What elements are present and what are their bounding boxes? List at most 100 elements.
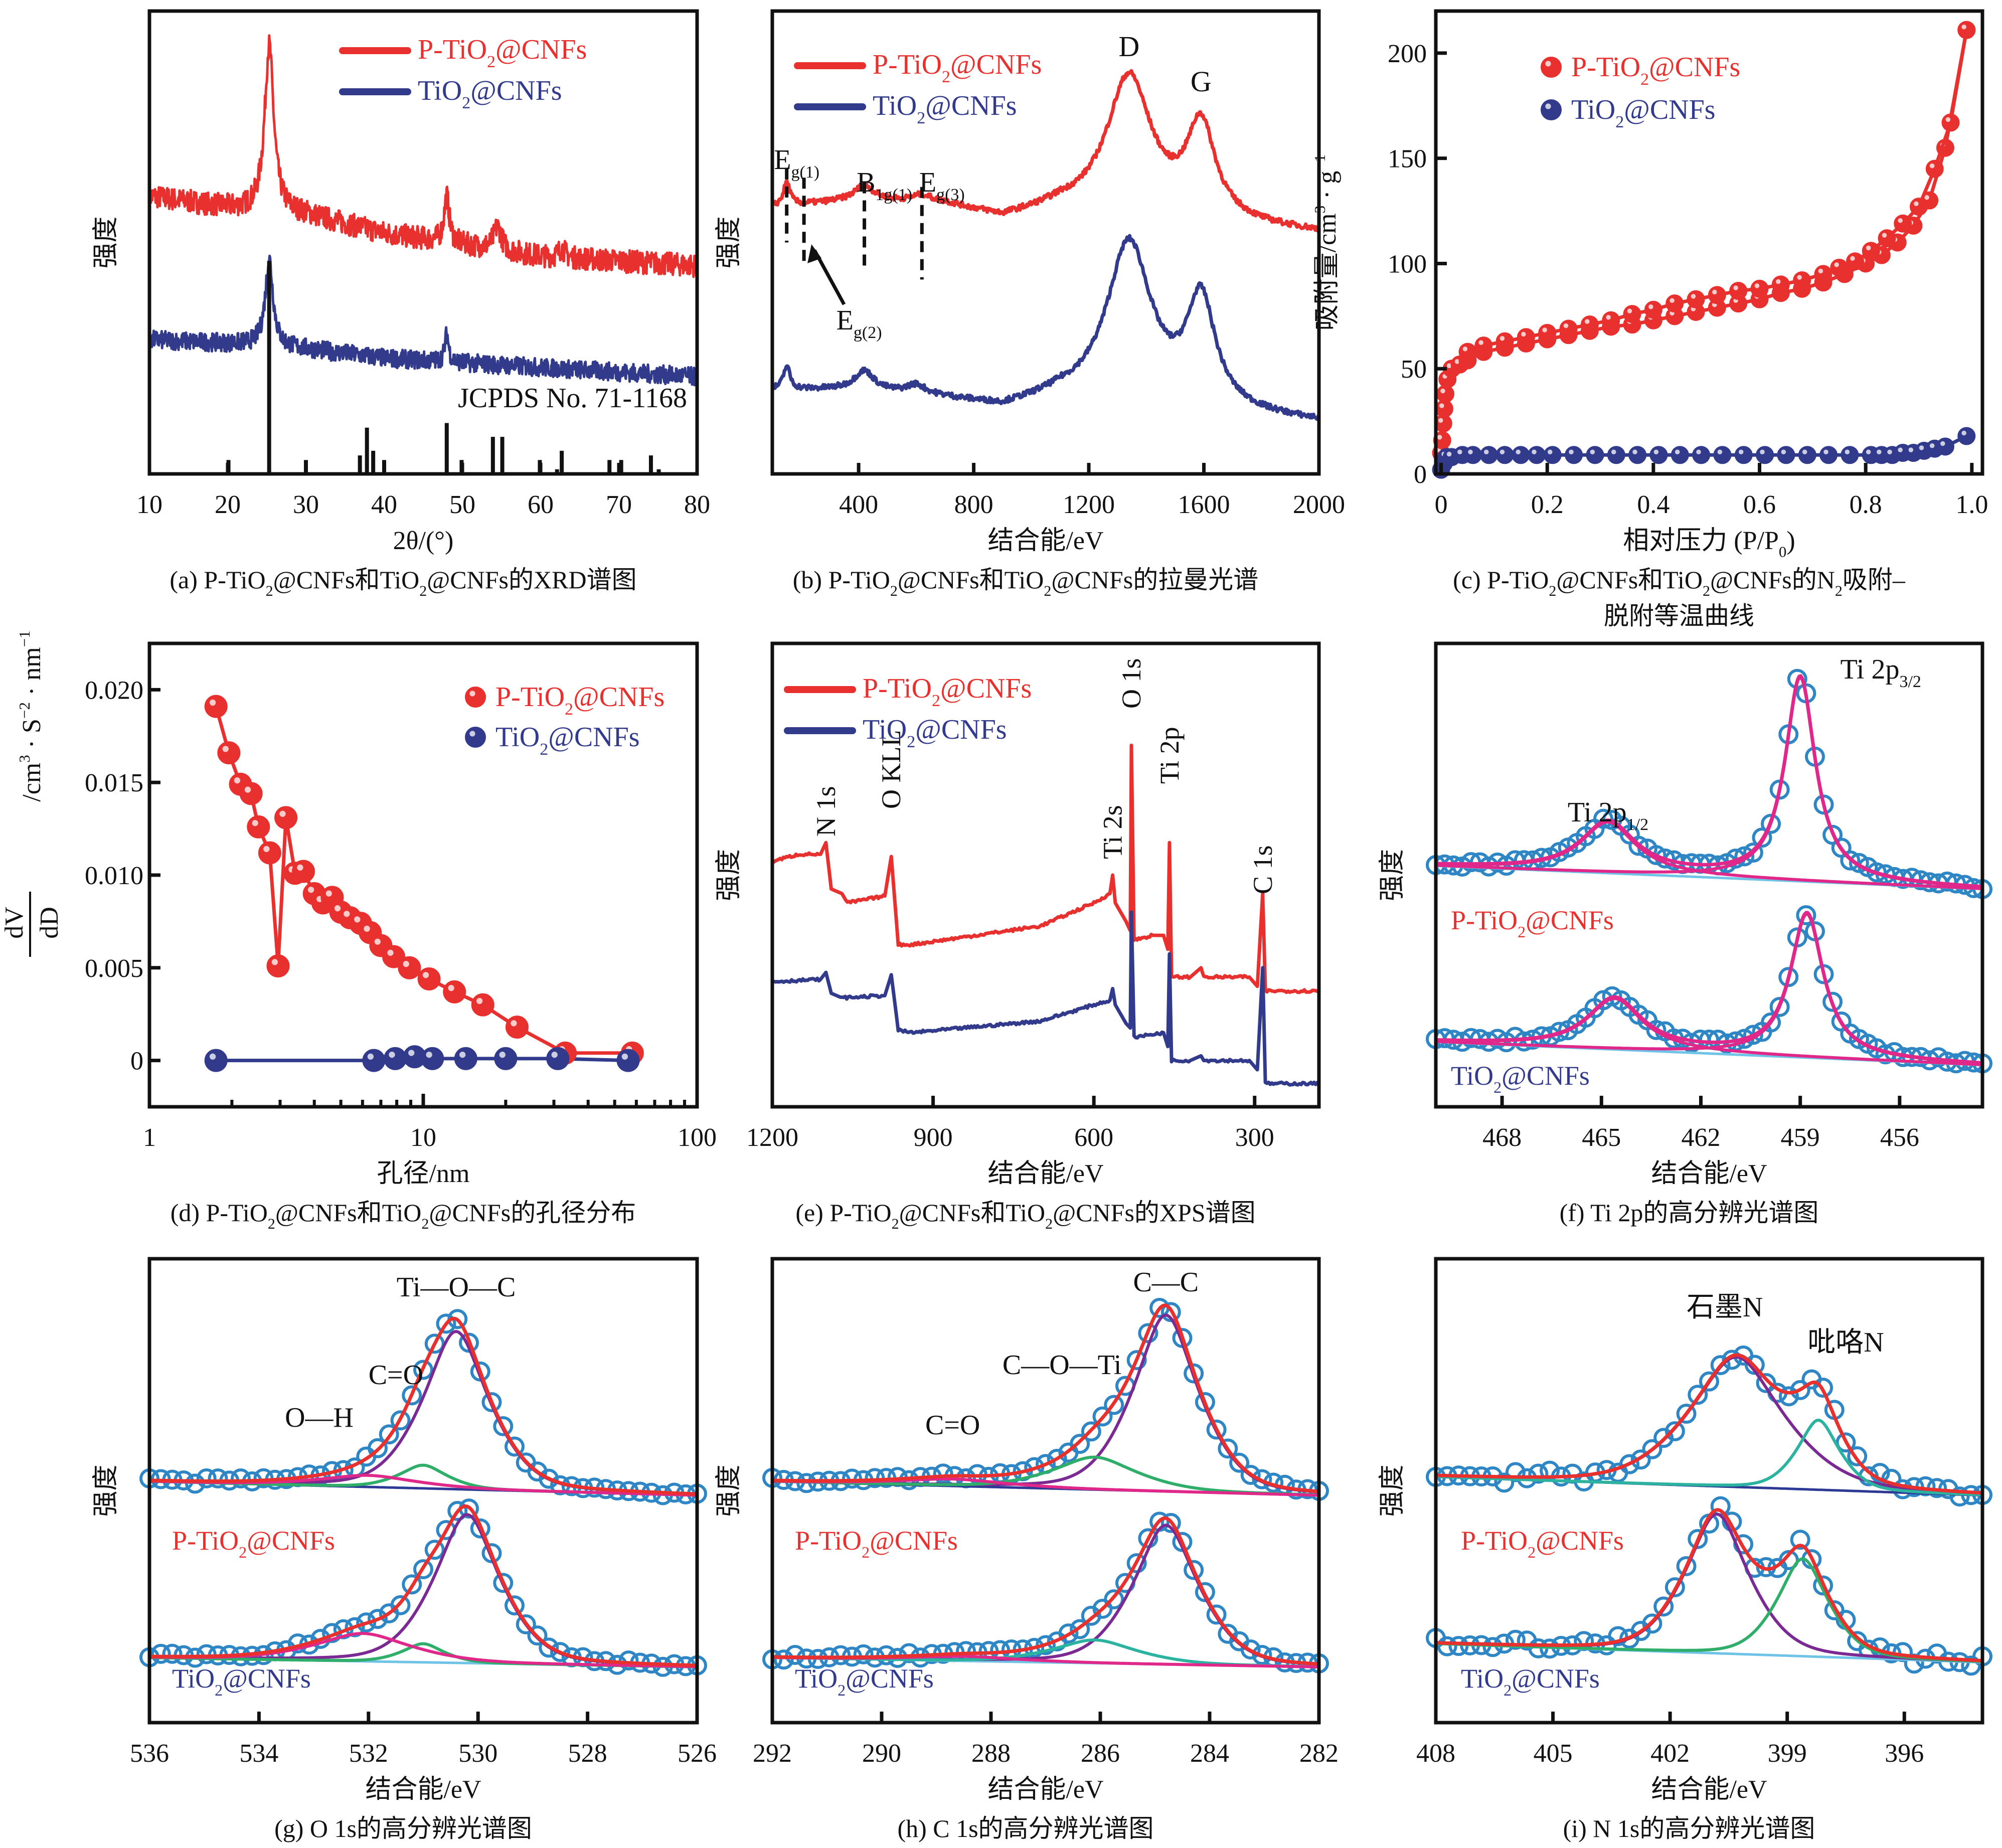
text-span: 0.020 bbox=[85, 676, 143, 705]
text-span: Ti 2s bbox=[1098, 805, 1128, 859]
text-span: 0.015 bbox=[85, 769, 143, 797]
text-span: @CNFs和 bbox=[898, 566, 1005, 594]
text-span: · bbox=[1313, 184, 1342, 206]
x-axis-label: 孔径/nm bbox=[377, 1159, 470, 1188]
text-span: E bbox=[837, 305, 854, 336]
x-tick-label: 30 bbox=[293, 490, 319, 519]
x-tick-label: 290 bbox=[862, 1739, 901, 1768]
data-point-highlight bbox=[374, 938, 381, 945]
x-tick-label: 396 bbox=[1885, 1739, 1924, 1768]
data-point-red bbox=[1814, 265, 1832, 283]
text-span: P- bbox=[1461, 1526, 1485, 1556]
x-axis-label: 2θ/(°) bbox=[393, 527, 454, 555]
peak-label-ti-2p: Ti 2p bbox=[1154, 727, 1185, 784]
raw-data-circle bbox=[379, 1424, 399, 1445]
legend-label: P-TiO2​@CNFs bbox=[418, 34, 587, 71]
data-point-highlight bbox=[1653, 449, 1659, 455]
x-tick-label: 292 bbox=[753, 1739, 792, 1768]
text-span: @CNFs和 bbox=[275, 1199, 382, 1227]
data-point-highlight bbox=[1961, 430, 1966, 436]
legend-label: TiO2​@CNFs bbox=[1571, 94, 1716, 131]
raw-data-circle bbox=[1494, 1472, 1515, 1493]
data-point-highlight bbox=[403, 960, 409, 967]
text-span: TiO bbox=[418, 75, 462, 106]
text-span: N bbox=[1817, 566, 1835, 594]
text-span: 强度 bbox=[1378, 1464, 1407, 1517]
series-line-red bbox=[770, 69, 1320, 233]
peak-annotation: C—C bbox=[1133, 1267, 1199, 1298]
series-line-red bbox=[148, 34, 698, 278]
data-point-red bbox=[1925, 159, 1944, 178]
x-axis-label: 结合能/eV bbox=[1651, 1159, 1767, 1188]
text-span: Ti bbox=[1568, 797, 1599, 828]
text-span: TiO bbox=[1485, 1526, 1528, 1556]
text-span: 396 bbox=[1885, 1739, 1924, 1768]
raw-data-circle bbox=[1664, 1577, 1685, 1598]
text-span: / bbox=[18, 794, 46, 802]
text-span: 300 bbox=[1235, 1123, 1274, 1152]
panel-caption: (b) P-TiO2​@CNFs和TiO2​@CNFs的拉曼光谱 bbox=[793, 566, 1258, 599]
text-span: (c) P- bbox=[1453, 566, 1509, 594]
data-point-blue bbox=[1464, 446, 1482, 464]
x-axis-label: 相对压力 (P/P0​) bbox=[1623, 527, 1795, 561]
text-span: TiO bbox=[443, 34, 487, 65]
y-axis-label: 吸附量/cm3​ · g−1​ bbox=[1311, 154, 1342, 331]
text-span: 530 bbox=[458, 1739, 497, 1768]
panel-caption: (e) P-TiO2​@CNFs和TiO2​@CNFs的XPS谱图 bbox=[795, 1199, 1255, 1232]
text-span: 2 bbox=[239, 1543, 247, 1561]
data-point-highlight bbox=[1499, 335, 1505, 341]
raw-data-circle bbox=[1813, 1378, 1833, 1398]
text-span: TiO bbox=[1451, 1061, 1493, 1091]
text-span: TiO bbox=[852, 1199, 892, 1227]
data-point-blue bbox=[1819, 446, 1838, 464]
text-span: 相对压力 (P/ bbox=[1623, 527, 1764, 555]
x-tick-label: 468 bbox=[1482, 1123, 1522, 1152]
data-point-highlight bbox=[1446, 451, 1452, 457]
x-tick-label: 1.0 bbox=[1955, 490, 1988, 519]
text-span: 2 bbox=[268, 1216, 275, 1232]
y-axis-label: 强度 bbox=[92, 1464, 120, 1517]
text-span: O KLL bbox=[876, 730, 906, 809]
peak-label-ti-2s: Ti 2s bbox=[1098, 805, 1128, 859]
data-point-red bbox=[1830, 258, 1849, 277]
x-tick-label: 60 bbox=[528, 490, 554, 519]
fit-envelope bbox=[1436, 1353, 1981, 1495]
raw-data-circle bbox=[424, 1540, 445, 1560]
text-span: (g) O 1s的高分辨光谱图 bbox=[274, 1814, 532, 1842]
text-span: 2p bbox=[1871, 654, 1899, 685]
text-span: P- bbox=[795, 1526, 819, 1556]
sample-label-p-tio2: P-TiO2​@CNFs bbox=[795, 1526, 958, 1561]
panel-caption: (h) C 1s的高分辨光谱图 bbox=[897, 1814, 1153, 1842]
text-span: 290 bbox=[862, 1739, 901, 1768]
x-tick-label: 456 bbox=[1880, 1123, 1919, 1152]
data-point-highlight bbox=[1521, 331, 1526, 337]
data-point-blue bbox=[1512, 446, 1530, 464]
data-point-blue bbox=[1628, 446, 1647, 464]
x-tick-label: 405 bbox=[1534, 1739, 1573, 1768]
fit-envelope bbox=[149, 1316, 698, 1496]
text-span: P- bbox=[172, 1526, 196, 1556]
legend-marker-blue bbox=[1541, 99, 1562, 120]
raw-data-circle bbox=[1195, 1582, 1215, 1602]
text-span: 0.8 bbox=[1850, 490, 1882, 519]
data-point-highlight bbox=[354, 916, 361, 923]
text-span: 462 bbox=[1681, 1123, 1720, 1152]
x-tick-label: 1200 bbox=[1063, 490, 1115, 519]
reference-card-label: JCPDS No. 71-1168 bbox=[458, 383, 687, 414]
raw-data-circle bbox=[550, 1642, 570, 1662]
raw-data-circle bbox=[1642, 1613, 1662, 1634]
text-span: P- bbox=[495, 682, 521, 713]
text-span: (f) Ti 2p的高分辨光谱图 bbox=[1560, 1199, 1819, 1227]
text-span: @CNFs bbox=[1502, 1061, 1590, 1091]
legend-label: TiO2​@CNFs bbox=[873, 90, 1017, 127]
raw-data-circle bbox=[1218, 1438, 1238, 1459]
data-point-blue bbox=[1586, 446, 1604, 464]
data-point-highlight bbox=[252, 820, 258, 826]
data-point-highlight bbox=[1733, 285, 1738, 290]
text-span: dV bbox=[0, 907, 29, 939]
data-point-blue bbox=[1543, 446, 1562, 464]
data-point-highlight bbox=[1887, 449, 1892, 455]
data-point-highlight bbox=[234, 777, 241, 784]
legend-marker-blue bbox=[465, 727, 486, 748]
data-point-highlight bbox=[1547, 449, 1553, 455]
